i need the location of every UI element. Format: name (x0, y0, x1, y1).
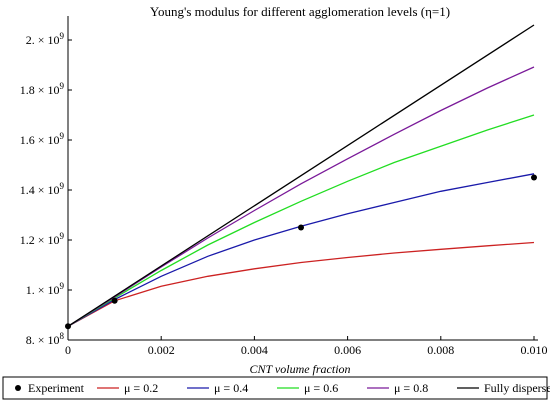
legend-label: Fully dispersed, μ = 1 (484, 381, 550, 395)
legend-marker-experiment (15, 385, 21, 391)
chart-title: Young's modulus for different agglomerat… (150, 4, 450, 19)
x-tick-label: 0 (65, 343, 71, 357)
y-tick-label: 1.6 × 109 (20, 131, 65, 147)
y-tick-label: 1.4 × 109 (20, 181, 65, 197)
legend-label: μ = 0.4 (214, 381, 248, 395)
series-line (67, 241, 535, 327)
series-line (67, 114, 535, 327)
y-tick-label: 1. × 109 (26, 281, 65, 297)
legend-box (2, 376, 548, 400)
legend-label: μ = 0.8 (394, 381, 428, 395)
series-lines (67, 24, 535, 327)
legend-label: μ = 0.2 (124, 381, 158, 395)
legend-label: μ = 0.6 (304, 381, 338, 395)
series-line (67, 24, 535, 327)
legend-label-experiment: Experiment (28, 381, 85, 395)
experiment-points (65, 174, 537, 330)
series-line (67, 66, 535, 327)
x-tick-label: 0.006 (334, 343, 361, 357)
y-tick-label: 1.2 × 109 (20, 231, 65, 247)
x-axis-label: CNT volume fraction (249, 362, 350, 376)
experiment-point (65, 323, 71, 330)
x-tick-label: 0.002 (148, 343, 175, 357)
series-line (67, 173, 535, 327)
y-tick-label: 2. × 109 (26, 31, 65, 47)
x-tick-label: 0.004 (241, 343, 268, 357)
y-tick-label: 8. × 108 (26, 331, 65, 347)
experiment-point (531, 174, 537, 181)
x-tick-label: 0.010 (521, 343, 548, 357)
axes: 0 0.002 0.004 0.006 0.008 0.010 8. × 108 1. × 1… (20, 16, 548, 357)
experiment-point (298, 224, 304, 231)
legend: Experiment μ = 0.2 μ = 0.4 μ = 0.6 μ = 0.8 Fu… (2, 376, 550, 400)
x-tick-label: 0.008 (427, 343, 454, 357)
y-tick-label: 1.8 × 109 (20, 81, 65, 97)
experiment-point (111, 297, 118, 304)
